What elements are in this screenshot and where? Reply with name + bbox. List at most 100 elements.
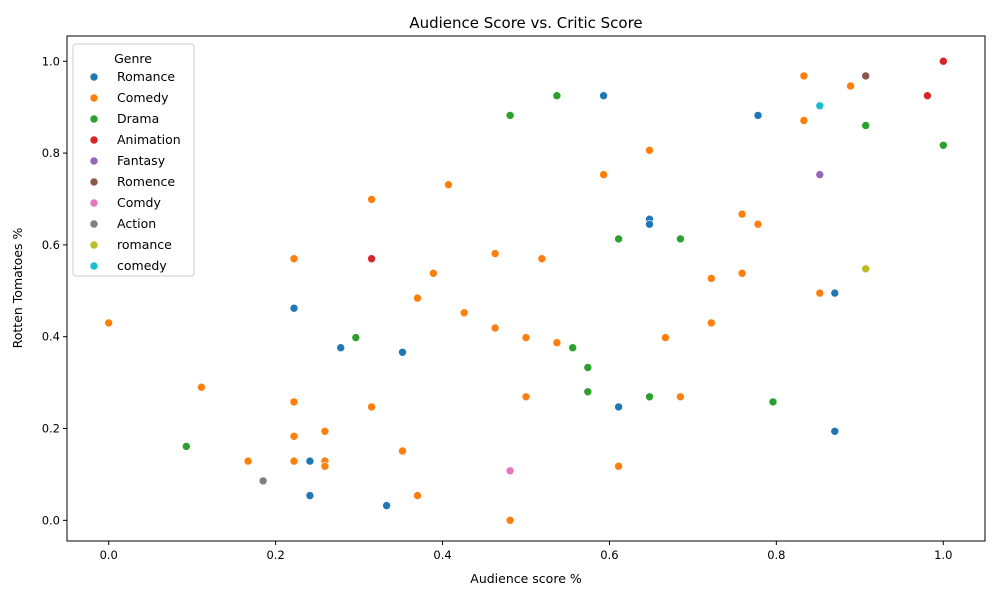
data-point xyxy=(583,387,593,397)
legend-marker xyxy=(89,219,99,229)
legend-marker xyxy=(89,114,99,124)
data-point xyxy=(398,347,407,357)
data-point xyxy=(753,219,763,229)
data-point xyxy=(289,303,299,313)
legend-marker xyxy=(89,177,99,187)
legend-label: Fantasy xyxy=(117,153,166,168)
data-point xyxy=(490,323,500,333)
legend-marker xyxy=(89,261,99,271)
data-point xyxy=(614,402,623,412)
data-point xyxy=(815,288,825,298)
legend-label: Drama xyxy=(117,111,159,126)
data-point xyxy=(815,170,825,179)
data-point xyxy=(552,338,562,348)
data-point xyxy=(505,515,515,525)
data-point xyxy=(367,195,376,204)
data-point xyxy=(537,254,547,264)
data-point xyxy=(737,268,747,278)
data-point xyxy=(568,343,578,353)
data-point xyxy=(706,274,716,283)
data-point xyxy=(382,501,391,510)
data-point xyxy=(444,180,453,189)
data-point xyxy=(367,254,376,264)
legend: Genre Romance Comedy Drama Animation Fantasy… xyxy=(72,43,195,277)
data-point xyxy=(614,234,623,244)
legend-label: Romence xyxy=(117,174,175,189)
data-point xyxy=(799,71,809,81)
data-point xyxy=(645,219,654,229)
data-point xyxy=(459,308,469,318)
data-point xyxy=(645,146,654,155)
legend-label: Romance xyxy=(117,69,175,84)
points-layer xyxy=(104,56,948,525)
data-point xyxy=(599,91,608,100)
data-point xyxy=(305,491,315,500)
data-point xyxy=(336,343,346,353)
data-point xyxy=(197,382,206,392)
data-point xyxy=(521,333,531,342)
legend-box xyxy=(72,43,195,277)
legend-marker xyxy=(89,93,99,103)
y-axis-label: Rotten Tomatoes % xyxy=(10,228,25,349)
x-tick-label: 1.0 xyxy=(934,548,952,562)
data-point xyxy=(706,318,716,328)
legend-marker xyxy=(89,135,99,145)
data-point xyxy=(599,170,608,179)
data-point xyxy=(552,91,562,100)
data-point xyxy=(614,461,623,471)
legend-label: Action xyxy=(117,216,156,231)
legend-marker xyxy=(89,156,99,166)
data-point xyxy=(861,71,871,81)
ticks-layer: 0.0 0.2 0.4 0.6 0.8 1.0 0.0 0.2 0.4 0.6 0.8 1.0 xyxy=(42,54,953,562)
legend-marker xyxy=(89,240,99,250)
data-point xyxy=(104,318,113,328)
data-point xyxy=(505,466,515,476)
data-point xyxy=(938,56,948,66)
data-point xyxy=(429,268,438,278)
legend-label: Animation xyxy=(117,132,181,147)
data-point xyxy=(938,141,948,150)
data-point xyxy=(830,288,840,298)
data-point xyxy=(846,81,855,91)
chart-title: Audience Score vs. Critic Score xyxy=(409,14,642,32)
legend-label: comedy xyxy=(117,258,167,273)
y-tick-label: 0.2 xyxy=(42,422,60,436)
data-point xyxy=(815,101,825,111)
data-point xyxy=(861,121,871,130)
x-tick-label: 0.6 xyxy=(600,548,618,562)
y-tick-label: 1.0 xyxy=(42,54,60,68)
data-point xyxy=(320,426,330,436)
legend-items: Romance Comedy Drama Animation Fantasy Romenc… xyxy=(89,69,181,273)
plot-frame xyxy=(66,35,986,542)
data-point xyxy=(243,456,253,466)
data-point xyxy=(289,397,299,407)
data-point xyxy=(861,264,871,274)
data-point xyxy=(351,333,361,342)
data-point xyxy=(676,234,685,244)
data-point xyxy=(305,456,315,466)
data-point xyxy=(258,476,268,486)
data-point xyxy=(182,442,191,451)
y-tick-label: 0.8 xyxy=(42,146,60,160)
data-point xyxy=(830,426,840,436)
x-tick-label: 0.0 xyxy=(100,548,118,562)
data-point xyxy=(505,111,515,120)
legend-title: Genre xyxy=(114,51,152,66)
x-tick-label: 0.2 xyxy=(266,548,284,562)
data-point xyxy=(490,249,500,258)
data-point xyxy=(521,392,531,402)
data-point xyxy=(413,491,422,500)
data-point xyxy=(799,116,809,125)
data-point xyxy=(289,456,299,466)
legend-label: romance xyxy=(117,237,172,252)
legend-label: Comdy xyxy=(117,195,161,210)
data-point xyxy=(645,392,654,402)
data-point xyxy=(661,333,670,342)
y-tick-label: 0.4 xyxy=(42,330,60,344)
data-point xyxy=(737,209,747,219)
x-tick-label: 0.4 xyxy=(433,548,451,562)
data-point xyxy=(413,293,422,303)
data-point xyxy=(676,392,685,402)
legend-marker xyxy=(89,198,99,208)
